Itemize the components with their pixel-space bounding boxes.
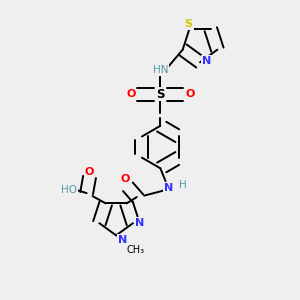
Text: HN: HN <box>153 65 168 75</box>
Text: O: O <box>85 167 94 177</box>
Text: N: N <box>202 56 211 66</box>
Text: N: N <box>118 235 127 245</box>
Text: S: S <box>156 88 165 100</box>
Text: O: O <box>126 89 136 99</box>
Text: H: H <box>178 180 186 190</box>
Text: O: O <box>185 89 194 99</box>
Text: CH₃: CH₃ <box>127 245 145 255</box>
Text: O: O <box>120 174 130 184</box>
Text: S: S <box>185 19 193 29</box>
Text: N: N <box>164 183 173 193</box>
Text: N: N <box>135 218 144 228</box>
Text: HO: HO <box>61 185 77 195</box>
